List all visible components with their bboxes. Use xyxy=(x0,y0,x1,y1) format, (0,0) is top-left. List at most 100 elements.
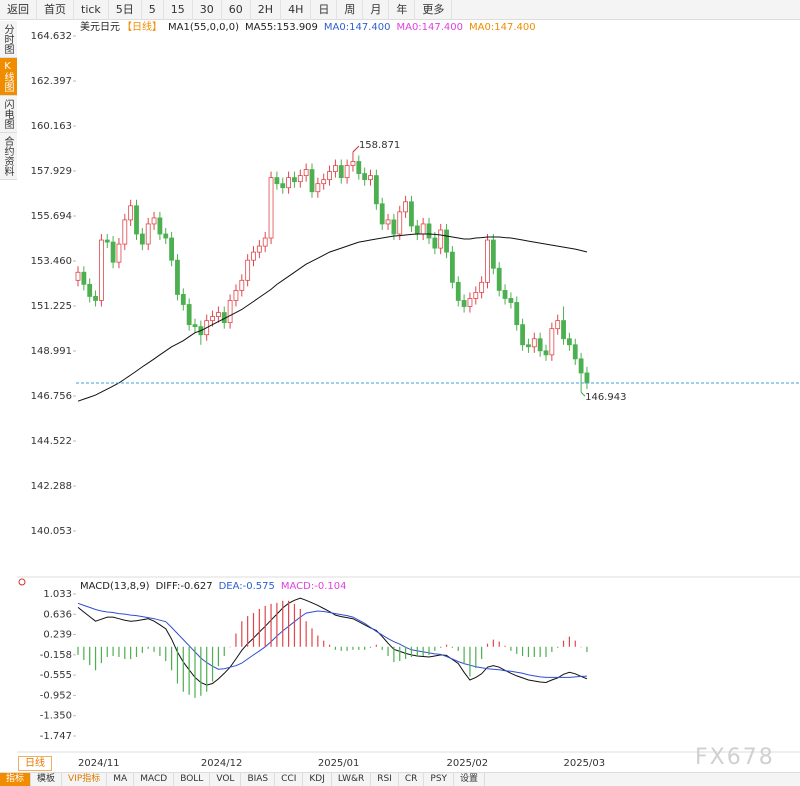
toolbar-button[interactable]: 4H xyxy=(281,0,312,20)
toolbar-button[interactable]: 30 xyxy=(193,0,222,20)
legend-entry: MA0:147.400 xyxy=(324,22,391,33)
candle-body xyxy=(350,161,356,166)
macd-bar xyxy=(323,640,325,647)
candle-body xyxy=(403,201,409,213)
max-label: 158.871 xyxy=(359,140,400,151)
candle-body xyxy=(444,229,449,253)
indicator-tab[interactable]: MA xyxy=(107,773,135,786)
indicator-tab[interactable]: RSI xyxy=(371,773,399,786)
candle-body xyxy=(122,219,128,245)
candle-body xyxy=(175,259,180,295)
candle-body xyxy=(297,175,303,183)
macd-bar xyxy=(340,646,342,651)
macd-bar xyxy=(498,641,500,647)
candle-body xyxy=(292,177,297,183)
macd-bar xyxy=(562,640,565,647)
legend-entry: MA0:147.400 xyxy=(396,22,463,33)
indicator-tab[interactable]: LW&R xyxy=(332,773,372,786)
candle-body xyxy=(309,169,315,193)
toolbar-button[interactable]: tick xyxy=(74,0,109,20)
indicator-tab[interactable]: BIAS xyxy=(241,773,276,786)
indicator-tab[interactable]: VOL xyxy=(210,773,242,786)
side-tab[interactable]: K线图 xyxy=(0,58,17,96)
toolbar-button[interactable]: 2H xyxy=(251,0,282,20)
indicator-tab[interactable]: MACD xyxy=(134,773,175,786)
y-tick-label: -1.747 xyxy=(40,731,72,742)
toolbar-button[interactable]: 5日 xyxy=(109,0,142,20)
toolbar-button[interactable]: 5 xyxy=(142,0,164,20)
indicator-tab[interactable]: VIP指标 xyxy=(62,773,108,786)
macd-bar xyxy=(311,628,313,647)
candle-body xyxy=(526,344,531,348)
macd-bar xyxy=(194,646,196,698)
macd-bar xyxy=(165,646,167,662)
y-tick-label: 0.636 xyxy=(43,609,72,620)
indicator-tab[interactable]: PSY xyxy=(424,773,455,786)
macd-bar xyxy=(422,646,424,656)
toolbar-button[interactable]: 月 xyxy=(363,0,390,20)
candle-body xyxy=(268,177,274,239)
candle-body xyxy=(514,302,520,326)
macd-bar xyxy=(346,646,348,651)
indicator-tab[interactable]: CR xyxy=(399,773,425,786)
candle-body xyxy=(210,316,215,322)
toolbar-button[interactable]: 首页 xyxy=(37,0,74,20)
candle-body xyxy=(409,201,414,227)
candle-body xyxy=(520,324,525,346)
legend-entry: MA55:153.909 xyxy=(245,22,318,33)
macd-bar xyxy=(282,600,284,647)
macd-bar xyxy=(522,646,524,656)
indicator-tab[interactable]: CCI xyxy=(275,773,304,786)
toolbar-button[interactable]: 日 xyxy=(311,0,338,20)
legend-entry: MA0:147.400 xyxy=(469,22,536,33)
toolbar-button[interactable]: 15 xyxy=(164,0,193,20)
macd-bar xyxy=(580,646,582,648)
y-tick-label: -1.350 xyxy=(40,711,72,722)
candle-body xyxy=(432,237,438,249)
candle-body xyxy=(473,292,479,299)
candle-body xyxy=(368,175,373,181)
macd-bar xyxy=(176,646,179,684)
macd-bar xyxy=(574,640,576,647)
macd-bar xyxy=(206,646,208,692)
y-tick-label: -0.952 xyxy=(40,690,72,701)
legend-entry: MA1(55,0,0,0) xyxy=(168,22,239,33)
toolbar-button[interactable]: 年 xyxy=(389,0,416,20)
candle-body xyxy=(332,165,338,172)
side-tab[interactable]: 合约资料 xyxy=(0,133,17,180)
candle-body xyxy=(502,289,508,299)
indicator-tab[interactable]: BOLL xyxy=(174,773,211,786)
toolbar-button[interactable]: 返回 xyxy=(0,0,37,20)
macd-bar xyxy=(551,646,553,652)
side-tab[interactable]: 闪电图 xyxy=(0,96,17,133)
macd-bar xyxy=(130,646,132,660)
candle-body xyxy=(584,372,590,384)
x-tick-label: 2025/02 xyxy=(447,758,489,769)
macd-bar xyxy=(188,646,190,695)
macd-bar xyxy=(527,646,530,657)
candle-body xyxy=(134,205,139,235)
legend-entry: MACD:-0.104 xyxy=(281,581,347,592)
toolbar-button[interactable]: 60 xyxy=(222,0,251,20)
toolbar-button[interactable]: 周 xyxy=(337,0,364,20)
y-tick-label: 160.163 xyxy=(31,121,72,132)
candle-body xyxy=(455,281,461,301)
legend-entry: DIFF:-0.627 xyxy=(156,581,213,592)
indicator-tab[interactable]: 模板 xyxy=(31,773,63,786)
macd-bar xyxy=(77,646,79,655)
candle-body xyxy=(239,279,245,291)
indicator-tab[interactable]: 指标 xyxy=(0,773,32,786)
indicator-tab[interactable]: 设置 xyxy=(454,773,486,786)
candle-body xyxy=(110,241,116,263)
y-tick-label: 162.397 xyxy=(31,76,72,87)
toolbar-button[interactable]: 更多 xyxy=(415,0,453,20)
candle-body xyxy=(344,165,350,179)
side-tab[interactable]: 分时图 xyxy=(0,21,17,58)
macd-bar xyxy=(375,644,377,647)
period-tab[interactable]: 日线 xyxy=(18,756,52,771)
indicator-tab[interactable]: KDJ xyxy=(303,773,332,786)
macd-bar xyxy=(258,608,260,647)
min-label: 146.943 xyxy=(585,392,626,403)
macd-bar xyxy=(229,646,231,648)
candle-body xyxy=(233,289,239,301)
